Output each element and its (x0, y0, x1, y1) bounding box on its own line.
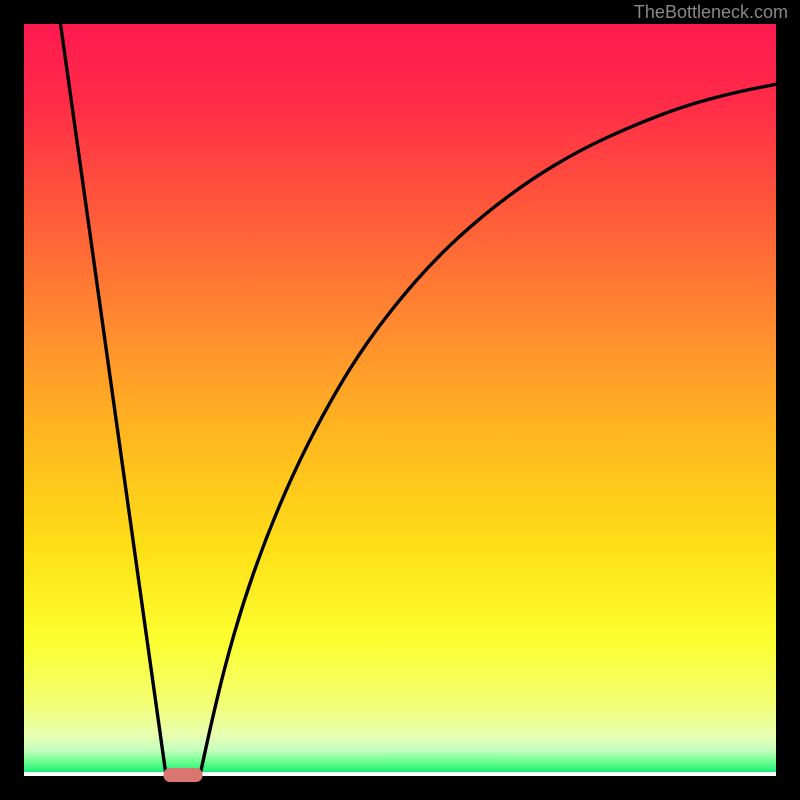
attribution-text: TheBottleneck.com (634, 2, 788, 23)
bottleneck-chart: TheBottleneck.com (0, 0, 800, 800)
chart-svg (0, 0, 800, 800)
plot-background (24, 24, 776, 776)
bottom-white-band (24, 772, 776, 776)
vertex-marker (164, 769, 202, 782)
